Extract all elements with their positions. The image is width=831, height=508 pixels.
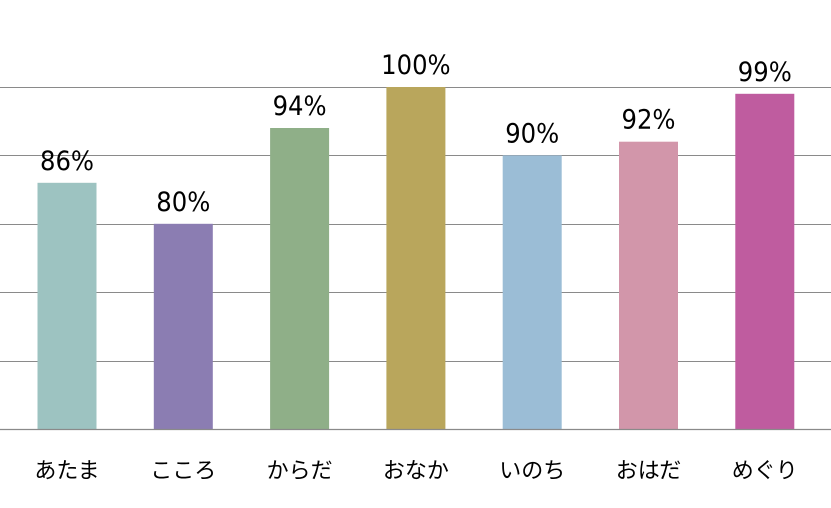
bar-3 [270, 128, 330, 429]
data-label-2: 80% [156, 187, 210, 218]
data-label-5: 90% [505, 118, 559, 149]
data-label-3: 94% [273, 91, 327, 122]
category-label-7: めぐり [732, 459, 798, 484]
bar-7 [735, 93, 795, 430]
category-label-3: からだ [267, 459, 333, 484]
category-label-2: こころ [150, 459, 216, 484]
category-label-1: あたま [34, 459, 99, 484]
label-layer: 86% あたま 80% こころ 94% からだ 100% おなか 90% いのち 92% おはだ 99%… [34, 50, 797, 484]
data-label-4: 100% [381, 50, 450, 81]
bar-1 [37, 182, 97, 429]
bar-6 [619, 141, 678, 429]
bar-2 [153, 223, 213, 429]
category-label-5: いのち [499, 459, 565, 484]
data-label-1: 86% [40, 146, 94, 177]
bar-5 [502, 155, 562, 429]
bar-layer [37, 87, 795, 430]
bar-4 [386, 87, 446, 429]
data-label-7: 99% [738, 57, 792, 88]
category-label-4: おなか [383, 459, 449, 484]
category-label-6: おはだ [616, 459, 682, 484]
data-label-6: 92% [622, 105, 676, 136]
